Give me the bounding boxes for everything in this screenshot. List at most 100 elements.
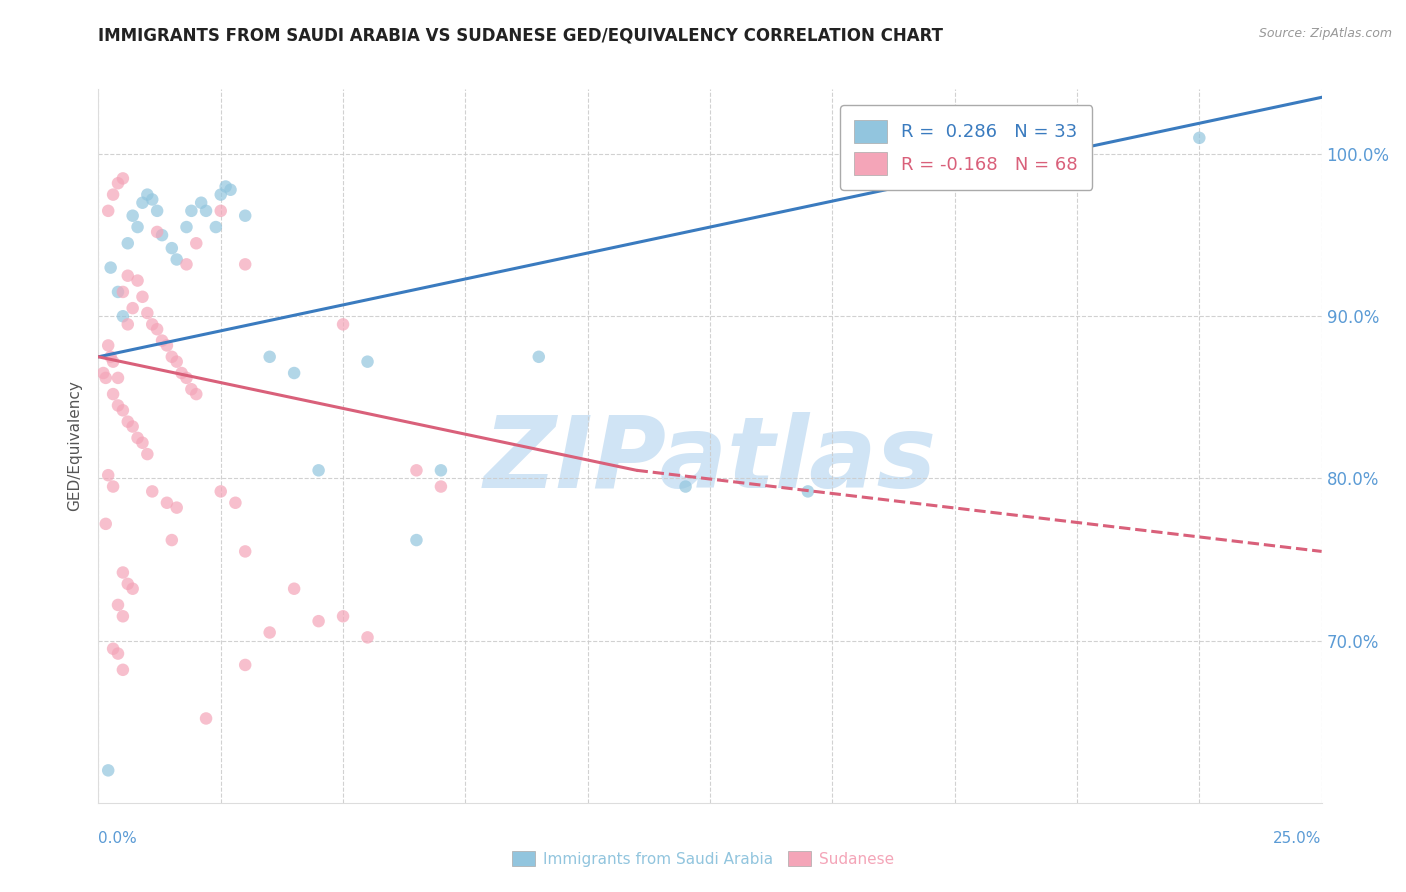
Point [111, 310, 134, 324]
Point [111, 663, 134, 677]
Point [332, 318, 354, 332]
Point [117, 318, 139, 332]
Point [97, 203, 120, 218]
Point [160, 533, 183, 547]
Point [94, 516, 117, 531]
Point [233, 209, 256, 223]
Point [100, 260, 122, 275]
Point [195, 711, 218, 725]
Point [332, 609, 354, 624]
Point [186, 387, 208, 401]
Point [101, 641, 124, 656]
Point [117, 577, 139, 591]
Point [176, 257, 198, 271]
Point [166, 252, 188, 267]
Point [107, 371, 129, 385]
Point [127, 220, 149, 235]
Point [146, 225, 169, 239]
Point [136, 306, 159, 320]
Point [150, 228, 173, 243]
Point [209, 187, 232, 202]
Point [101, 387, 124, 401]
Point [160, 241, 183, 255]
Point [97, 468, 120, 483]
Point [117, 268, 139, 283]
Point [195, 203, 218, 218]
Point [283, 366, 305, 380]
Point [146, 322, 169, 336]
Point [94, 371, 117, 385]
Point [405, 533, 427, 547]
Legend: Immigrants from Saudi Arabia, Sudanese: Immigrants from Saudi Arabia, Sudanese [506, 845, 900, 872]
Point [214, 179, 236, 194]
Point [356, 354, 378, 368]
Point [160, 350, 183, 364]
Text: 0.0%: 0.0% [98, 831, 138, 846]
Point [308, 463, 330, 477]
Point [107, 647, 129, 661]
Point [97, 338, 120, 352]
Text: Source: ZipAtlas.com: Source: ZipAtlas.com [1258, 27, 1392, 40]
Point [107, 285, 129, 299]
Point [146, 203, 169, 218]
Point [107, 598, 129, 612]
Point [127, 431, 149, 445]
Point [156, 338, 179, 352]
Point [111, 403, 134, 417]
Point [180, 382, 202, 396]
Point [170, 366, 193, 380]
Point [100, 350, 122, 364]
Point [111, 566, 134, 580]
Point [101, 187, 124, 202]
Point [101, 479, 124, 493]
Point [136, 187, 159, 202]
Point [150, 334, 173, 348]
Point [259, 350, 281, 364]
Point [190, 195, 212, 210]
Text: ZIPatlas: ZIPatlas [484, 412, 936, 508]
Point [430, 479, 453, 493]
Point [97, 764, 120, 778]
Point [675, 479, 697, 493]
Point [797, 484, 820, 499]
Point [356, 631, 378, 645]
Point [141, 193, 163, 207]
Point [166, 500, 188, 515]
Point [166, 354, 188, 368]
Point [111, 285, 134, 299]
Point [259, 625, 281, 640]
Point [308, 614, 330, 628]
Point [405, 463, 427, 477]
Legend: R =  0.286   N = 33, R = -0.168   N = 68: R = 0.286 N = 33, R = -0.168 N = 68 [839, 105, 1092, 190]
Point [233, 257, 256, 271]
Point [131, 195, 153, 210]
Point [176, 220, 198, 235]
Point [430, 463, 453, 477]
Point [209, 484, 232, 499]
Point [101, 354, 124, 368]
Point [1188, 131, 1211, 145]
Text: IMMIGRANTS FROM SAUDI ARABIA VS SUDANESE GED/EQUIVALENCY CORRELATION CHART: IMMIGRANTS FROM SAUDI ARABIA VS SUDANESE… [98, 27, 943, 45]
Point [283, 582, 305, 596]
Point [141, 318, 163, 332]
Point [111, 609, 134, 624]
Point [180, 203, 202, 218]
Point [527, 350, 550, 364]
Point [91, 366, 114, 380]
Point [141, 484, 163, 499]
Point [136, 447, 159, 461]
Y-axis label: GED/Equivalency: GED/Equivalency [67, 381, 83, 511]
Point [107, 176, 129, 190]
Point [107, 399, 129, 413]
Point [131, 435, 153, 450]
Point [131, 290, 153, 304]
Point [219, 183, 242, 197]
Point [176, 371, 198, 385]
Point [233, 657, 256, 672]
Point [121, 419, 143, 434]
Point [121, 582, 143, 596]
Point [111, 171, 134, 186]
Point [127, 274, 149, 288]
Text: 25.0%: 25.0% [1274, 831, 1322, 846]
Point [209, 203, 232, 218]
